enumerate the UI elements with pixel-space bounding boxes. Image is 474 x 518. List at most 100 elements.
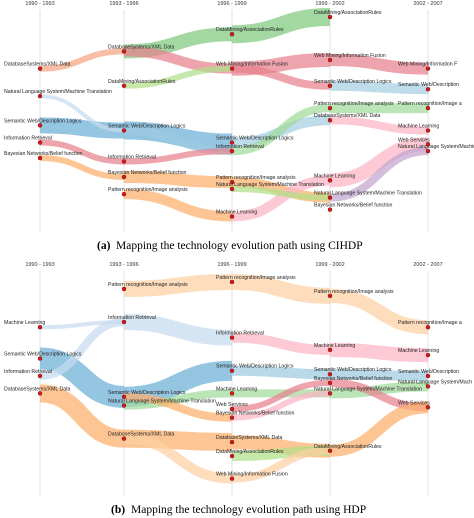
topic-node[interactable] (229, 476, 235, 481)
topic-node[interactable] (425, 352, 431, 358)
flow-ribbon (123, 274, 233, 297)
topic-node[interactable] (327, 372, 333, 377)
topic-label: Machine Learning (216, 210, 257, 216)
topic-label: Information Retrieval (4, 136, 52, 142)
topic-label: Web Services (216, 402, 248, 408)
topic-node[interactable] (229, 391, 235, 396)
topic-node[interactable] (121, 49, 127, 54)
topic-node[interactable] (425, 325, 431, 330)
flow-ribbon (231, 379, 331, 413)
topic-node[interactable] (37, 373, 43, 379)
topic-node[interactable] (37, 391, 43, 396)
topic-node[interactable] (327, 293, 333, 299)
topic-node[interactable] (121, 319, 127, 325)
topic-node[interactable] (121, 191, 127, 197)
topic-label: Semantic Web/Description (398, 82, 459, 88)
topic-label: Machine Learning (314, 173, 355, 179)
flow-ribbon (231, 365, 331, 380)
topic-node[interactable] (425, 128, 431, 133)
period-label: 2002 - 2007 (413, 1, 442, 7)
flow-ribbon (231, 332, 331, 355)
topic-label: Bayesian Networks/Belief function (216, 411, 295, 417)
topic-label: Pattern recognition/Image analysis (314, 101, 394, 107)
topic-node[interactable] (37, 356, 43, 361)
topic-label: Natural Language System/Machine (398, 144, 474, 150)
topic-node[interactable] (229, 335, 235, 340)
topic-node[interactable] (229, 453, 235, 459)
topic-node[interactable] (229, 32, 235, 37)
topic-node[interactable] (425, 142, 431, 147)
topic-label: Pattern recognition/Image analysis (216, 175, 296, 181)
topic-label: Information Retrieval (216, 144, 264, 150)
topic-label: Pattern recognition/Image analysis (108, 187, 188, 193)
topic-node[interactable] (121, 174, 127, 180)
topic-node[interactable] (229, 186, 235, 192)
topic-node[interactable] (229, 279, 235, 285)
flow-ribbon (329, 369, 429, 381)
topic-node[interactable] (121, 436, 127, 441)
topic-label: Web Mining/Information Fusion (216, 62, 288, 68)
topic-node[interactable] (121, 128, 127, 133)
flow-ribbon (231, 8, 331, 44)
topic-node[interactable] (121, 159, 127, 164)
topic-node[interactable] (425, 384, 431, 389)
topic-node[interactable] (229, 368, 235, 373)
topic-node[interactable] (425, 405, 431, 410)
topic-node[interactable] (229, 179, 235, 185)
topic-node[interactable] (121, 286, 127, 292)
topic-node[interactable] (37, 155, 43, 161)
topic-node[interactable] (37, 325, 43, 330)
period-label: 2002 - 2007 (413, 262, 442, 268)
flow-ribbon (123, 314, 233, 346)
period-label: 1996 - 1999 (217, 1, 246, 7)
topic-node[interactable] (327, 195, 333, 200)
topic-node[interactable] (229, 439, 235, 445)
topic-node[interactable] (229, 66, 235, 71)
topic-node[interactable] (229, 406, 235, 412)
topic-label: Pattern recognition/Image analysis (108, 282, 188, 288)
topic-node[interactable] (327, 207, 333, 212)
topic-node[interactable] (229, 148, 235, 154)
flow-ribbon (39, 155, 125, 180)
topic-node[interactable] (121, 403, 127, 408)
flow-ribbon (39, 384, 125, 448)
topic-node[interactable] (327, 105, 333, 111)
flow-ribbon (329, 288, 429, 335)
flow-ribbon (329, 116, 429, 135)
topic-node[interactable] (229, 415, 235, 420)
topic-label: Semantic Web/Description Logics (108, 390, 186, 396)
topic-label: DataMining/AssociationRules (108, 79, 176, 85)
topic-node[interactable] (327, 380, 333, 386)
topic-label: Semantic Web/Description Logics (216, 136, 294, 142)
topic-label: DatabaseSystems/XML Data (4, 386, 71, 392)
topic-node[interactable] (37, 66, 43, 71)
topic-node[interactable] (37, 93, 43, 99)
topic-label: DatabaseSystems/XML Data (4, 62, 71, 68)
topic-node[interactable] (37, 140, 43, 145)
topic-node[interactable] (425, 148, 431, 154)
topic-node[interactable] (327, 391, 333, 396)
topic-node[interactable] (425, 87, 431, 92)
topic-label: Semantic Web/Description Logics (4, 352, 82, 358)
topic-label: Bayesian Networks/Belief function (314, 203, 393, 209)
topic-node[interactable] (327, 347, 333, 353)
topic-node[interactable] (121, 394, 127, 400)
flow-ribbon (329, 381, 429, 399)
topic-label: Web Services (398, 137, 430, 143)
topic-node[interactable] (327, 178, 333, 183)
topic-node[interactable] (425, 105, 431, 111)
topic-node[interactable] (229, 214, 235, 219)
topic-node[interactable] (327, 83, 333, 89)
topic-node[interactable] (37, 123, 43, 128)
topic-label: Semantic Web/Description Logics (314, 79, 392, 85)
topic-node[interactable] (327, 14, 333, 20)
topic-node[interactable] (327, 57, 333, 63)
topic-node[interactable] (121, 83, 127, 89)
topic-node[interactable] (327, 117, 333, 123)
topic-node[interactable] (229, 140, 235, 145)
topic-node[interactable] (425, 373, 431, 379)
topic-node[interactable] (425, 66, 431, 71)
topic-label: Pattern recognition/Image a (398, 320, 462, 326)
topic-node[interactable] (327, 448, 333, 453)
